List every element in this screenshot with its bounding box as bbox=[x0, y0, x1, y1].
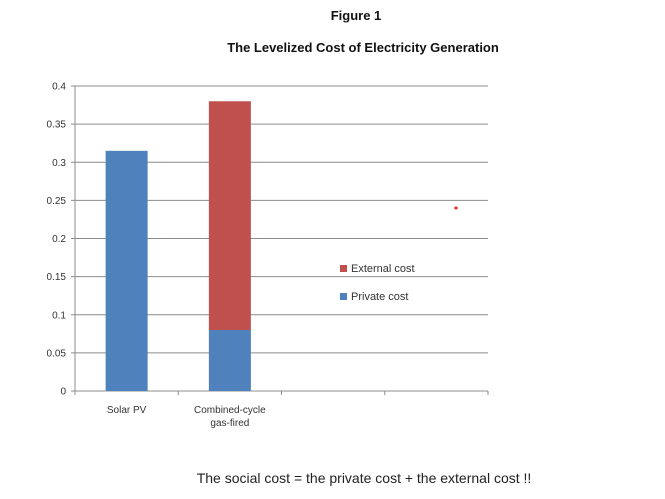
x-tick-label: Solar PV bbox=[107, 405, 147, 416]
y-tick-label: 0.15 bbox=[47, 272, 67, 283]
axis-labels: 0 0.05 0.1 0.15 0.2 0.25 0.3 0.35 0.4 Solar PV Com… bbox=[47, 82, 267, 430]
y-tick-label: 0.4 bbox=[52, 82, 66, 93]
y-tick-label: 0.1 bbox=[52, 310, 66, 321]
chart-caption: The social cost = the private cost + the… bbox=[196, 470, 532, 486]
x-tick-label: Combined-cycle bbox=[194, 405, 266, 416]
legend: External cost Private cost bbox=[340, 263, 415, 303]
y-tick-label: 0 bbox=[60, 387, 66, 398]
bar-chart: 0 0.05 0.1 0.15 0.2 0.25 0.3 0.35 0.4 Solar PV Com… bbox=[47, 82, 489, 430]
y-tick-label: 0.25 bbox=[47, 196, 67, 207]
legend-label: Private cost bbox=[351, 291, 408, 303]
y-tick-label: 0.35 bbox=[47, 120, 67, 131]
bar-segment bbox=[105, 150, 148, 391]
y-tick-label: 0.3 bbox=[52, 158, 66, 169]
bars bbox=[105, 101, 251, 391]
legend-label: External cost bbox=[351, 263, 415, 275]
x-tick-label: gas-fired bbox=[210, 418, 249, 429]
bar-segment bbox=[208, 330, 251, 391]
figure-label: Figure 1 bbox=[330, 8, 382, 23]
bar-segment bbox=[208, 101, 251, 330]
chart-title: The Levelized Cost of Electricity Genera… bbox=[227, 40, 499, 55]
y-tick-label: 0.2 bbox=[52, 234, 66, 245]
legend-swatch bbox=[340, 293, 347, 300]
y-tick-label: 0.05 bbox=[47, 348, 67, 359]
stray-dot bbox=[454, 206, 458, 210]
legend-swatch bbox=[340, 265, 347, 272]
